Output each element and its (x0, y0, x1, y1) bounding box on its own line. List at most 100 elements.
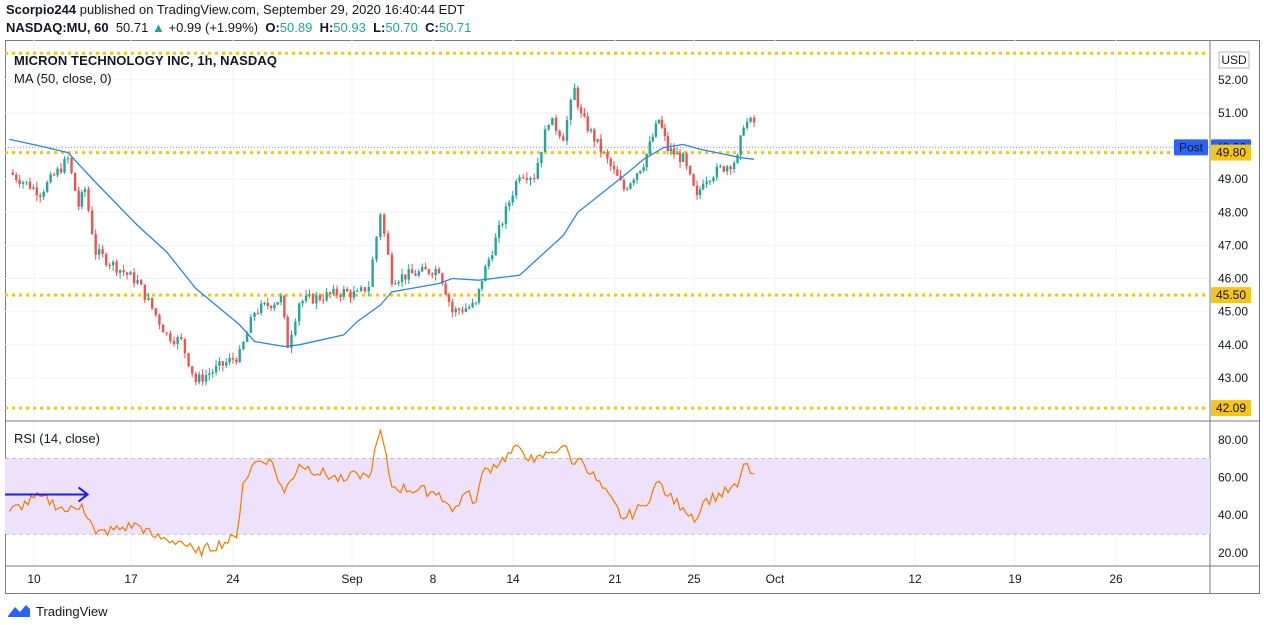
candle-body (367, 286, 370, 292)
date-tick-label: 26 (1109, 572, 1123, 586)
candle-body (698, 189, 702, 196)
candle-body (635, 173, 639, 180)
annotation-arrow (5, 486, 90, 503)
candle-body (497, 224, 501, 238)
candle-body (632, 179, 635, 184)
candle-body (129, 272, 132, 275)
candle-body (431, 273, 434, 276)
candle-body (468, 306, 471, 309)
candle-body (158, 315, 161, 325)
candle-body (708, 180, 712, 182)
candle-body (394, 283, 397, 285)
candle-body (198, 374, 201, 382)
chart-frame[interactable] (5, 40, 1260, 594)
candle-body (136, 279, 139, 284)
candle-body (695, 185, 699, 196)
candle-body (639, 170, 642, 174)
candle-body (404, 274, 407, 280)
candle-body (172, 341, 176, 344)
last-price: 50.71 (115, 20, 149, 35)
candle-body (732, 162, 736, 170)
candle-body (529, 177, 532, 180)
candle-body (745, 121, 749, 128)
low-value: 50.70 (385, 20, 418, 35)
candle-body (204, 375, 208, 382)
candle-body (651, 136, 655, 142)
price-tick-label: 49.00 (1218, 172, 1248, 186)
candle-body (547, 125, 550, 130)
candle-body (140, 279, 143, 285)
candle-body (118, 270, 122, 273)
candle-body (214, 365, 218, 373)
high-value: 50.93 (333, 20, 366, 35)
candle-body (225, 362, 228, 366)
rsi-tick-label: 80.00 (1218, 433, 1248, 447)
candle-body (311, 294, 315, 304)
level-price-label-bg (1211, 287, 1251, 304)
author-name: Scorpio244 (6, 2, 77, 17)
currency-label-bg (1219, 52, 1249, 68)
candle-body (692, 174, 695, 186)
candle-body (599, 139, 603, 152)
candle-body (165, 332, 168, 334)
candle-body (606, 152, 609, 159)
candle-body (565, 119, 569, 141)
level-price-label-bg (1211, 144, 1251, 161)
candle-body (522, 177, 525, 179)
price-tick-label: 48.00 (1218, 205, 1248, 219)
candle-body (301, 301, 304, 304)
candle-body (681, 153, 685, 162)
candle-body (249, 317, 253, 333)
candle-body (501, 223, 504, 225)
candle-body (625, 188, 629, 190)
candle-body (108, 265, 111, 267)
candle-body (35, 187, 39, 196)
candle-body (342, 288, 346, 297)
candle-body (221, 361, 225, 366)
candle-body (25, 181, 28, 183)
candle-body (345, 288, 349, 292)
candle-body (484, 266, 487, 282)
candle-body (400, 274, 404, 282)
candle-body (616, 169, 619, 176)
candle-body (554, 117, 558, 131)
candle-body (256, 312, 260, 314)
candle-body (15, 174, 18, 180)
candle-body (629, 183, 632, 189)
candle-body (742, 127, 745, 136)
candle-body (688, 165, 692, 175)
candle-body (390, 254, 394, 285)
candle-body (297, 303, 301, 322)
candle-body (540, 151, 543, 163)
tradingview-footer[interactable]: TradingView (6, 602, 108, 620)
candle-body (273, 304, 276, 309)
candle-body (576, 87, 580, 108)
candle-body (417, 271, 421, 276)
candle-body (56, 168, 59, 176)
candle-body (397, 281, 400, 284)
candle-body (543, 129, 547, 152)
candle-body (49, 174, 52, 183)
candle-body (551, 117, 554, 126)
candle-body (494, 237, 497, 256)
candle-body (514, 181, 518, 196)
currency-border (1218, 51, 1250, 69)
candle-body (363, 287, 367, 292)
price-tick-label: 46.00 (1218, 272, 1248, 286)
candle-body (645, 153, 648, 168)
candle-body (332, 288, 335, 294)
candle-body (719, 166, 722, 168)
candle-body (657, 119, 661, 124)
candle-body (94, 234, 97, 255)
candle-body (183, 338, 187, 354)
candle-body (383, 214, 386, 234)
candle-body (729, 166, 732, 170)
symbol-line: NASDAQ:MU, 60 50.71 ▲ +0.99 (+1.99%) O:5… (6, 20, 471, 35)
candle-body (701, 183, 705, 190)
candle-body (235, 359, 238, 362)
candle-body (218, 361, 221, 366)
open-label: O: (265, 20, 280, 35)
candle-body (132, 272, 136, 284)
candle-body (39, 195, 42, 197)
